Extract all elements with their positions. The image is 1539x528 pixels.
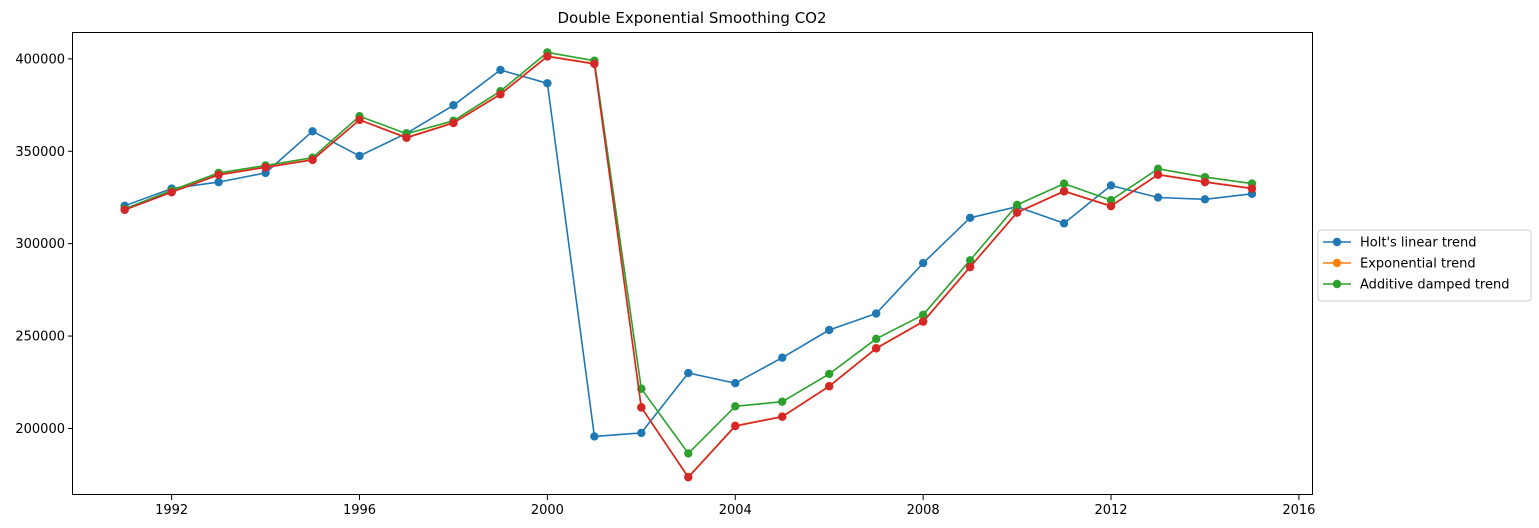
data-point — [1153, 193, 1163, 202]
data-point — [731, 378, 740, 388]
series-layer — [120, 48, 1257, 482]
y-tick-label: 400000 — [15, 52, 65, 67]
data-point — [918, 258, 928, 268]
data-point — [449, 118, 458, 128]
data-point — [871, 334, 881, 344]
data-point — [1153, 170, 1163, 179]
x-axis: 1992 1996 2000 2004 2008 2012 2016 — [155, 495, 1315, 518]
data-point — [1059, 219, 1069, 228]
x-tick-label: 1992 — [155, 503, 188, 518]
data-point — [1200, 195, 1210, 204]
data-point — [496, 90, 505, 99]
data-point — [1012, 200, 1022, 210]
data-point — [825, 382, 834, 391]
y-tick-label: 350000 — [15, 145, 65, 160]
x-tick-label: 2012 — [1094, 503, 1127, 518]
data-point — [543, 52, 552, 61]
x-tick-label: 2000 — [531, 503, 564, 518]
y-tick-label: 300000 — [15, 237, 65, 252]
data-point — [731, 402, 740, 411]
data-point — [402, 133, 411, 142]
y-tick-label: 250000 — [15, 330, 65, 345]
x-tick-label: 2004 — [719, 503, 752, 518]
series-line — [124, 55, 1253, 479]
data-point — [965, 256, 975, 265]
series-1 — [120, 51, 1257, 482]
plot-area — [72, 32, 1313, 495]
legend-box — [1317, 229, 1532, 302]
legend-marker — [1332, 258, 1342, 268]
data-point — [308, 127, 317, 136]
data-point — [355, 115, 364, 125]
legend: Holt's linear trend Exponential trend Addi… — [1317, 229, 1532, 302]
data-point — [449, 101, 458, 110]
x-tick-label: 1996 — [343, 503, 376, 518]
legend-marker — [1332, 237, 1342, 247]
data-point — [684, 368, 693, 378]
data-point — [590, 432, 599, 441]
data-point — [778, 353, 787, 362]
data-point — [1247, 184, 1257, 193]
data-point — [1200, 177, 1210, 187]
data-point — [1106, 196, 1116, 205]
data-point — [637, 428, 646, 438]
data-point — [778, 412, 787, 422]
legend-item: Additive damped trend — [1323, 278, 1509, 293]
legend-label: Exponential trend — [1360, 257, 1476, 272]
data-point — [965, 213, 975, 222]
chart-title: Double Exponential Smoothing CO2 — [557, 9, 826, 27]
data-point — [308, 155, 317, 165]
data-point — [871, 309, 881, 318]
legend-marker — [1332, 279, 1342, 289]
data-point — [496, 65, 505, 75]
data-point — [825, 369, 834, 379]
data-point — [731, 421, 740, 431]
data-point — [637, 403, 646, 412]
series-line — [124, 51, 1253, 455]
data-point — [1106, 181, 1116, 190]
data-point — [825, 325, 834, 335]
data-point — [261, 163, 270, 172]
y-axis: 200000 250000 300000 350000 400000 — [15, 52, 73, 437]
data-point — [918, 317, 928, 326]
x-tick-label: 2008 — [907, 503, 940, 518]
data-point — [543, 79, 552, 88]
y-tick-label: 200000 — [15, 422, 65, 437]
data-point — [965, 262, 975, 272]
series-line — [124, 69, 1252, 438]
data-point — [1059, 187, 1069, 196]
data-point — [778, 397, 787, 406]
data-point — [1153, 164, 1163, 174]
legend-label: Holt's linear trend — [1360, 236, 1476, 251]
legend-item: Holt's linear trend — [1323, 236, 1476, 251]
data-point — [214, 177, 223, 187]
legend-label: Additive damped trend — [1360, 278, 1509, 293]
data-point — [918, 310, 928, 320]
legend-item: Exponential trend — [1323, 257, 1476, 272]
data-point — [1106, 201, 1116, 211]
data-point — [214, 170, 223, 180]
data-point — [871, 344, 881, 353]
data-point — [355, 151, 364, 161]
data-point — [120, 205, 129, 215]
x-tick-label: 2016 — [1282, 503, 1315, 518]
data-point — [1012, 208, 1022, 217]
series-3 — [120, 52, 1257, 482]
data-point — [684, 449, 693, 458]
series-0 — [120, 65, 1257, 441]
series-line — [124, 55, 1253, 478]
data-point — [684, 473, 693, 482]
data-point — [590, 59, 599, 69]
data-point — [1059, 179, 1069, 188]
series-2 — [120, 48, 1257, 458]
data-point — [167, 188, 176, 197]
